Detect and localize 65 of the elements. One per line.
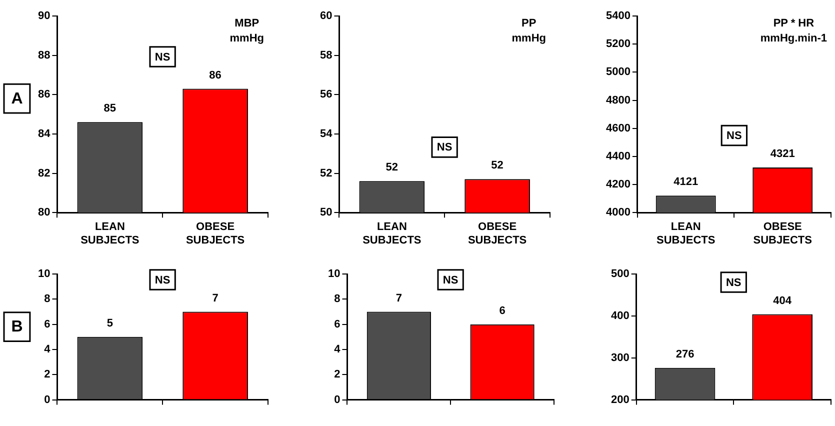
y-tick-label: 4 bbox=[334, 344, 342, 356]
y-tick-label: 6 bbox=[44, 318, 50, 330]
y-tick-label: 4000 bbox=[606, 206, 630, 219]
x-tick-label: LEAN SUBJECTS bbox=[656, 221, 716, 246]
y-tick-label: 5200 bbox=[606, 38, 630, 50]
y-tick-label: 6 bbox=[334, 318, 340, 330]
y-tick-label: 80 bbox=[38, 206, 50, 219]
y-tick-label: 52 bbox=[320, 167, 332, 180]
y-tick-label: 5400 bbox=[606, 10, 630, 22]
y-tick-label: 8 bbox=[334, 293, 340, 306]
data-label: 4321 bbox=[770, 148, 795, 160]
data-label: 5 bbox=[106, 317, 113, 330]
text: PP mmHg bbox=[512, 18, 546, 45]
y-tick-label: 4600 bbox=[606, 122, 630, 134]
data-label: 6 bbox=[499, 304, 506, 317]
y-tick-label: 0 bbox=[334, 394, 340, 406]
data-label: 86 bbox=[209, 69, 222, 82]
y-tick-label: 300 bbox=[610, 352, 630, 364]
annotation: NS bbox=[726, 276, 742, 289]
y-tick-label: 400 bbox=[610, 310, 630, 322]
y-tick-label: 4 bbox=[44, 344, 52, 356]
y-tick-label: 56 bbox=[320, 88, 332, 101]
data-label: 52 bbox=[386, 162, 398, 174]
annotation: NS bbox=[726, 130, 742, 142]
y-tick-label: 200 bbox=[610, 394, 630, 406]
y-tick-label: 60 bbox=[320, 10, 332, 22]
text: A bbox=[11, 90, 24, 108]
y-tick-label: 90 bbox=[38, 10, 50, 22]
x-tick-label: OBESE SUBJECTS bbox=[186, 221, 245, 246]
y-tick-label: 86 bbox=[38, 88, 50, 101]
data-label: 4121 bbox=[674, 176, 698, 188]
x-tick-label: OBESE SUBJECTS bbox=[468, 221, 527, 246]
x-tick-label: OBESE SUBJECTS bbox=[753, 221, 812, 246]
y-tick-label: 88 bbox=[38, 49, 50, 62]
x-tick-label: LEAN SUBJECTS bbox=[80, 221, 140, 246]
text: B bbox=[11, 318, 23, 336]
annotation: NS bbox=[436, 142, 452, 154]
y-tick-label: 5000 bbox=[606, 66, 630, 78]
y-tick-label: 4400 bbox=[606, 150, 630, 162]
y-tick-label: 10 bbox=[38, 268, 50, 280]
y-tick-label: 10 bbox=[328, 268, 340, 280]
annotation: NS bbox=[154, 51, 170, 64]
y-tick-label: 0 bbox=[44, 394, 50, 406]
y-tick-label: 84 bbox=[38, 128, 52, 140]
text: PP * HR mmHg.min-1 bbox=[760, 18, 828, 45]
data-label: 85 bbox=[104, 102, 116, 115]
x-tick-label: LEAN SUBJECTS bbox=[362, 221, 422, 246]
y-tick-label: 500 bbox=[610, 268, 630, 280]
y-tick-label: 8 bbox=[44, 293, 50, 306]
annotation: NS bbox=[154, 274, 170, 286]
y-tick-label: 4200 bbox=[606, 178, 630, 191]
data-label: 7 bbox=[212, 292, 218, 304]
data-label: 404 bbox=[773, 294, 792, 307]
y-tick-label: 54 bbox=[320, 128, 334, 140]
y-tick-label: 50 bbox=[320, 206, 332, 219]
data-label: 7 bbox=[396, 292, 402, 304]
y-tick-label: 58 bbox=[320, 49, 332, 62]
y-tick-label: 82 bbox=[38, 167, 50, 180]
data-label: 276 bbox=[676, 348, 694, 360]
data-label: 52 bbox=[491, 160, 504, 172]
annotation: NS bbox=[442, 274, 458, 286]
text: MBP mmHg bbox=[230, 18, 264, 45]
y-tick-label: 4800 bbox=[606, 94, 630, 106]
y-tick-label: 2 bbox=[334, 368, 340, 381]
y-tick-label: 2 bbox=[44, 368, 50, 381]
